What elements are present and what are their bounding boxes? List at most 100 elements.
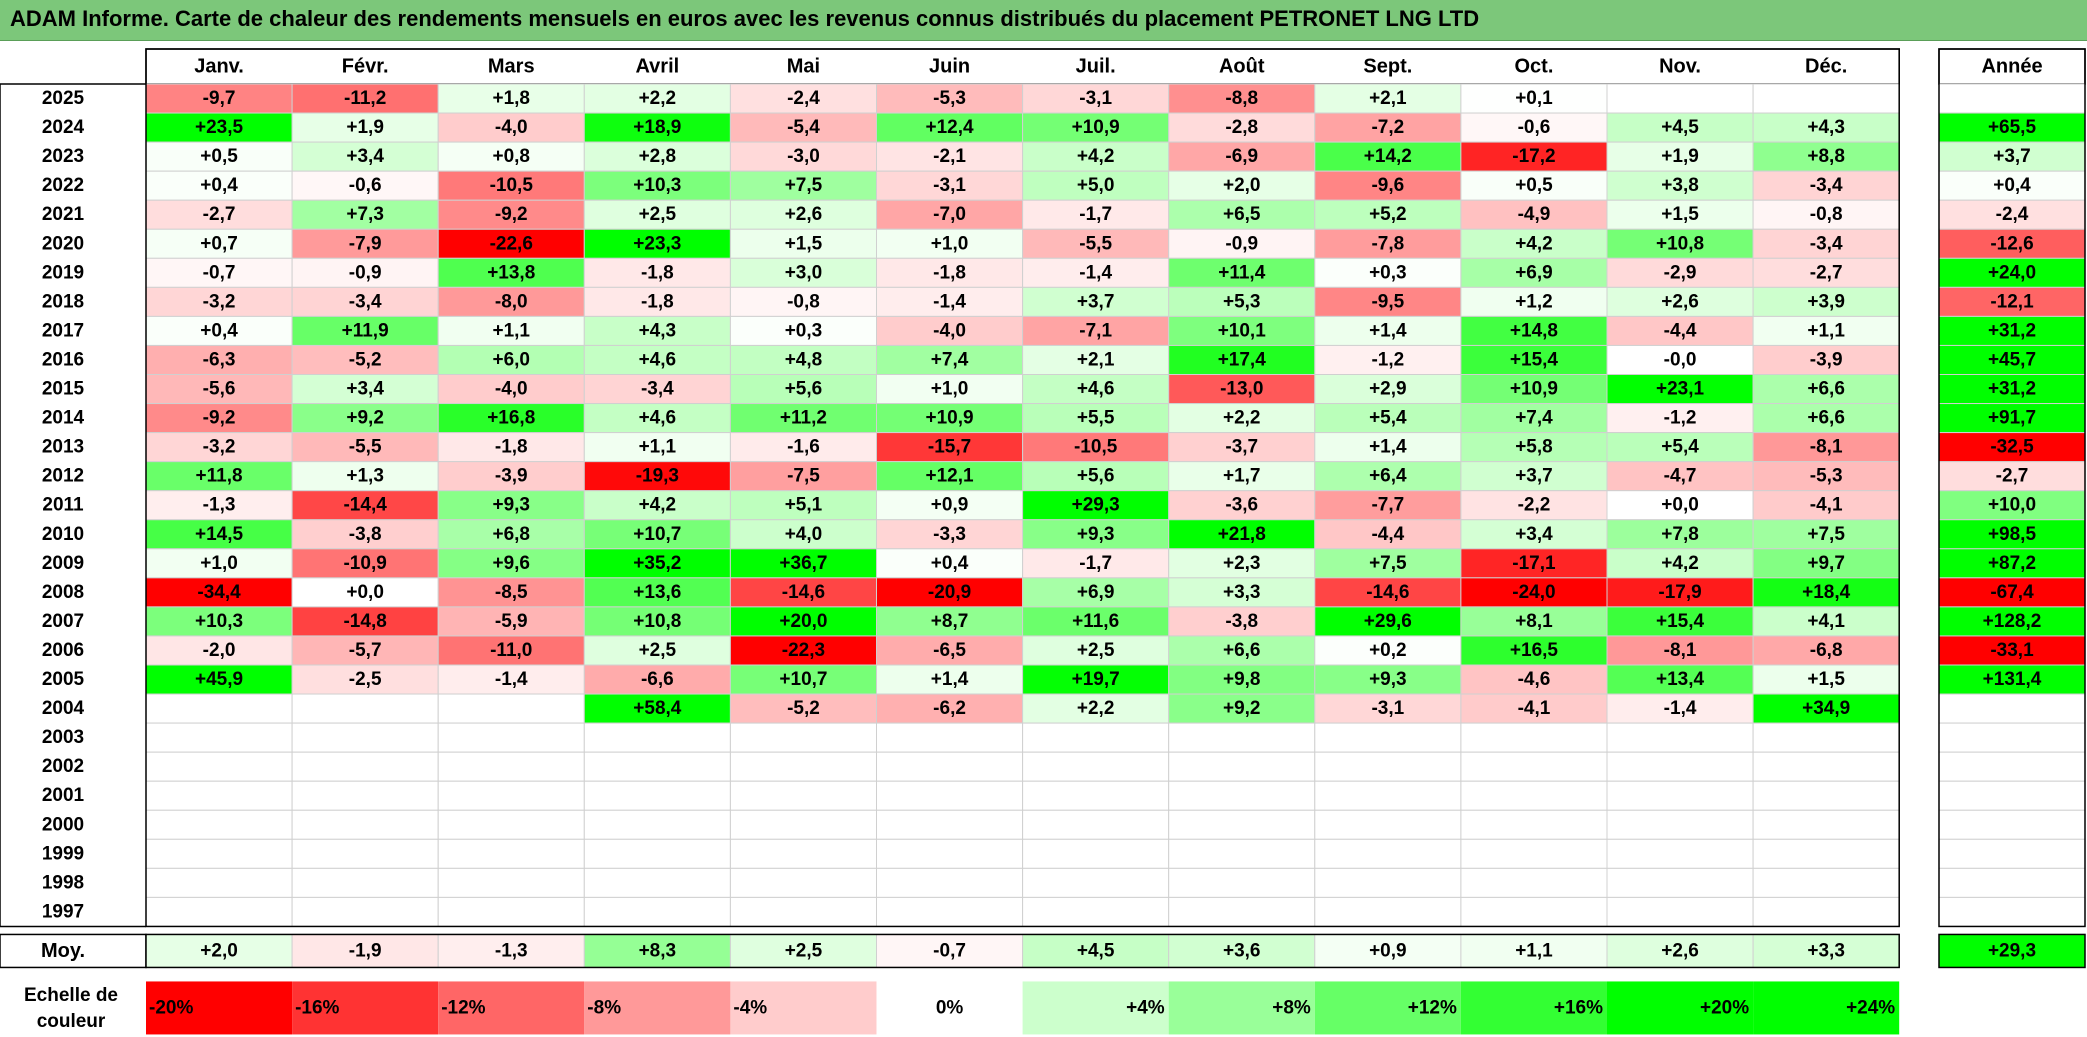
heat-cell-value: -5,2 bbox=[787, 698, 820, 719]
annual-cell-value: +91,7 bbox=[1988, 408, 2036, 429]
heat-cell-value: +14,8 bbox=[1510, 320, 1558, 341]
heat-cell-value: -9,2 bbox=[203, 408, 236, 429]
heat-cell bbox=[1752, 403, 1900, 434]
row-year-2022: 2022 bbox=[42, 175, 84, 196]
heat-cell-value: -5,2 bbox=[349, 349, 382, 370]
heat-cell bbox=[1314, 809, 1462, 840]
annual-cell-value: +31,2 bbox=[1988, 320, 2036, 341]
row-year-2006: 2006 bbox=[42, 640, 84, 661]
heat-cell bbox=[437, 809, 585, 840]
row-year-2021: 2021 bbox=[42, 204, 85, 225]
heat-cell bbox=[729, 461, 878, 492]
heat-cell bbox=[1168, 896, 1316, 927]
heat-cell-value: +1,4 bbox=[1369, 320, 1407, 341]
heat-cell-value: +2,5 bbox=[1077, 640, 1115, 661]
heat-cell-value: +0,1 bbox=[1515, 88, 1553, 109]
heat-cell-value: +9,2 bbox=[1223, 698, 1261, 719]
heat-cell bbox=[1314, 461, 1462, 492]
heat-cell-value: +9,2 bbox=[346, 408, 384, 429]
heat-cell-value: +9,3 bbox=[492, 495, 530, 516]
heat-cell bbox=[1168, 432, 1316, 463]
heat-cell bbox=[1752, 519, 1900, 550]
annual-cell-value: +87,2 bbox=[1988, 553, 2036, 574]
row-year-2014: 2014 bbox=[42, 408, 85, 429]
heat-cell bbox=[583, 780, 731, 811]
heat-cell bbox=[583, 315, 731, 346]
month-header-3: Mars bbox=[488, 56, 535, 78]
heat-cell-value: -4,1 bbox=[1810, 495, 1843, 516]
average-cell bbox=[437, 933, 585, 968]
heat-cell-value: +4,2 bbox=[1077, 146, 1115, 167]
heat-cell-value: -5,5 bbox=[349, 437, 382, 458]
heat-cell-value: -4,4 bbox=[1664, 320, 1697, 341]
heat-cell-value: +2,2 bbox=[1223, 408, 1261, 429]
heat-cell bbox=[1460, 809, 1608, 840]
heat-cell bbox=[1314, 693, 1462, 724]
heat-cell-value: -1,4 bbox=[1664, 698, 1697, 719]
heat-cell-value: -0,9 bbox=[349, 262, 382, 283]
average-annual-cell bbox=[1938, 933, 2086, 969]
heat-cell-value: -0,6 bbox=[1518, 117, 1551, 138]
heat-cell bbox=[437, 664, 585, 695]
heat-cell bbox=[1168, 170, 1316, 201]
heat-cell-value: +3,4 bbox=[1515, 524, 1553, 545]
heat-cell-value: -6,5 bbox=[933, 640, 966, 661]
heat-cell-value: +35,2 bbox=[633, 553, 681, 574]
heat-cell-value: +1,0 bbox=[931, 233, 969, 254]
heat-cell bbox=[1168, 344, 1316, 376]
row-year-1997: 1997 bbox=[42, 901, 84, 922]
heat-cell bbox=[1460, 199, 1608, 230]
heat-cell-value: -4,4 bbox=[1371, 524, 1404, 545]
heat-cell bbox=[437, 693, 585, 724]
heat-cell-value: -2,7 bbox=[203, 204, 236, 225]
month-header-8: Août bbox=[1219, 56, 1265, 78]
annual-cell bbox=[1938, 722, 2086, 753]
scale-step-label: -4% bbox=[733, 997, 767, 1018]
heat-cell-value: +9,3 bbox=[1369, 669, 1407, 690]
heat-cell-value: +5,4 bbox=[1369, 408, 1407, 429]
heat-cell-value: +0,5 bbox=[1515, 175, 1553, 196]
heat-cell bbox=[1460, 461, 1608, 492]
heat-cell bbox=[1168, 286, 1316, 317]
heat-cell bbox=[437, 722, 585, 753]
heat-cell bbox=[145, 432, 293, 463]
average-cell bbox=[1314, 933, 1462, 968]
heat-cell-value: +3,7 bbox=[1077, 291, 1115, 312]
heat-cell bbox=[291, 344, 439, 376]
heat-cell-value: -5,4 bbox=[787, 117, 820, 138]
average-cell-value: +2,6 bbox=[1661, 940, 1699, 961]
row-year-2001: 2001 bbox=[42, 785, 85, 806]
heat-cell-value: +1,4 bbox=[1369, 437, 1407, 458]
heat-cell-value: -11,2 bbox=[344, 88, 386, 109]
scale-swatch bbox=[1753, 981, 1900, 1035]
heat-cell-value: +3,9 bbox=[1807, 291, 1845, 312]
heat-cell-value: +6,5 bbox=[1223, 204, 1261, 225]
heat-cell bbox=[1022, 693, 1170, 724]
heat-cell-value: +5,1 bbox=[785, 495, 823, 516]
row-year-2005: 2005 bbox=[42, 669, 85, 690]
scale-step-label: -20% bbox=[149, 997, 193, 1018]
heat-cell-value: +16,5 bbox=[1510, 640, 1559, 661]
row-year-2017: 2017 bbox=[42, 320, 84, 341]
scale-step-label: +24% bbox=[1846, 997, 1895, 1018]
heat-cell bbox=[876, 403, 1024, 434]
heat-cell-value: -3,8 bbox=[1225, 611, 1258, 632]
heat-cell bbox=[437, 344, 585, 376]
row-year-2015: 2015 bbox=[42, 379, 85, 400]
heat-cell-value: +11,8 bbox=[196, 466, 243, 487]
heat-cell-value: +6,8 bbox=[492, 524, 530, 545]
average-cell-value: +3,3 bbox=[1807, 940, 1845, 961]
heat-cell bbox=[291, 606, 439, 637]
average-cell-value: +8,3 bbox=[639, 940, 677, 961]
heat-cell-value: -2,0 bbox=[203, 640, 236, 661]
row-year-2012: 2012 bbox=[42, 466, 84, 487]
heat-cell bbox=[1460, 867, 1608, 898]
heat-cell bbox=[291, 751, 439, 782]
heat-cell-value: -6,3 bbox=[203, 349, 236, 370]
heat-cell-value: +14,5 bbox=[195, 524, 244, 545]
heat-cell-value: -4,0 bbox=[933, 320, 966, 341]
heat-cell-value: +4,8 bbox=[785, 349, 823, 370]
heat-cell-value: +14,2 bbox=[1364, 146, 1412, 167]
heat-cell bbox=[1606, 112, 1754, 143]
heat-cell bbox=[437, 780, 585, 811]
